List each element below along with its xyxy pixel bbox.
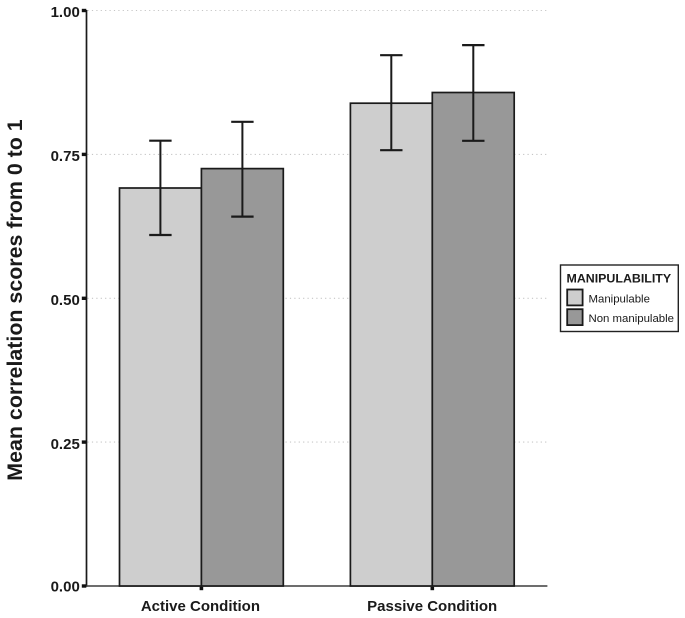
svg-text:0.00: 0.00 [51, 578, 80, 595]
svg-text:Passive Condition: Passive Condition [367, 598, 497, 615]
svg-text:Active Condition: Active Condition [141, 598, 260, 615]
svg-text:Mean correlation scores from 0: Mean correlation scores from 0 to 1 [3, 119, 27, 480]
svg-text:MANIPULABILITY: MANIPULABILITY [567, 272, 672, 286]
svg-text:1.00: 1.00 [51, 4, 80, 21]
svg-text:Non manipulable: Non manipulable [589, 313, 675, 325]
svg-text:0.25: 0.25 [51, 436, 80, 453]
svg-text:0.50: 0.50 [51, 292, 80, 309]
svg-text:0.75: 0.75 [51, 148, 80, 165]
svg-text:Manipulable: Manipulable [589, 294, 650, 306]
